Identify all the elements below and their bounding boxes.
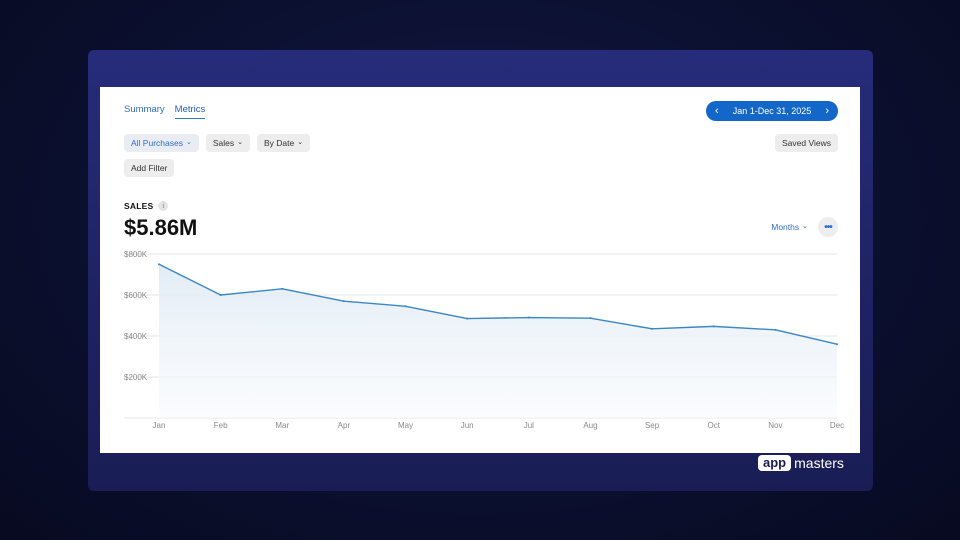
tab-bar: Summary Metrics (124, 104, 206, 119)
sales-label: Sales (212, 138, 235, 148)
metric-name: SALES (124, 201, 154, 211)
x-tick-label: May (398, 421, 413, 430)
tab-summary[interactable]: Summary (124, 104, 165, 115)
chevron-down-icon: ⌄ (297, 139, 304, 146)
brand-app: app (758, 455, 792, 471)
saved-views-label: Saved Views (782, 138, 831, 148)
data-point[interactable] (219, 294, 222, 296)
saved-views-button[interactable]: Saved Views (775, 134, 838, 152)
data-point[interactable] (466, 317, 469, 320)
y-tick-label: $400K (124, 332, 148, 341)
data-point[interactable] (342, 300, 345, 303)
data-point[interactable] (712, 325, 715, 328)
all-purchases-dropdown[interactable]: All Purchases ⌄ (124, 134, 199, 152)
y-tick-label: $600K (124, 291, 148, 300)
data-point[interactable] (589, 317, 592, 320)
chevron-left-icon[interactable]: ‹ (715, 104, 719, 117)
y-tick-label: $200K (124, 373, 148, 382)
filter-bar: All Purchases ⌄ Sales ⌄ By Date ⌄ (124, 134, 311, 152)
chevron-down-icon: ⌄ (185, 139, 192, 146)
metric-label: SALES i (124, 201, 169, 211)
x-tick-label: Aug (583, 421, 597, 430)
add-filter-button[interactable]: Add Filter (124, 159, 175, 177)
y-tick-label: $800K (124, 250, 148, 259)
by-date-dropdown[interactable]: By Date ⌄ (256, 134, 311, 152)
add-filter-label: Add Filter (131, 163, 168, 173)
info-icon[interactable]: i (158, 201, 169, 211)
all-purchases-label: All Purchases (131, 138, 183, 148)
sales-dropdown[interactable]: Sales ⌄ (205, 134, 250, 152)
chevron-right-icon[interactable]: › (825, 104, 829, 117)
more-options-button[interactable]: ••• (818, 217, 838, 237)
brand-masters: masters (794, 455, 844, 471)
date-range-label: Jan 1-Dec 31, 2025 (732, 106, 812, 116)
interval-label: Months (771, 222, 800, 232)
chevron-down-icon: ⌄ (802, 223, 808, 230)
x-tick-label: Oct (708, 421, 721, 430)
tab-metrics[interactable]: Metrics (174, 104, 206, 119)
data-point[interactable] (527, 316, 530, 319)
data-point[interactable] (158, 263, 160, 266)
sales-line (158, 263, 838, 345)
by-date-label: By Date (263, 138, 295, 148)
x-tick-label: Sep (645, 421, 660, 430)
data-point[interactable] (651, 327, 654, 330)
sales-chart: $800K $600K $400K $200K Jan Feb Mar Apr May Jun Ju… (124, 250, 844, 430)
analytics-card: Summary Metrics ‹ Jan 1-Dec 31, 2025 › A… (100, 87, 860, 453)
interval-dropdown[interactable]: Months ⌄ (771, 222, 808, 232)
x-tick-label: Mar (275, 421, 289, 430)
x-tick-label: Feb (214, 421, 228, 430)
x-tick-label: Jan (153, 421, 166, 430)
x-tick-label: Jun (461, 421, 474, 430)
x-tick-label: Dec (830, 421, 844, 430)
brand-logo: app masters (758, 455, 844, 471)
chevron-down-icon: ⌄ (237, 139, 243, 146)
data-point[interactable] (281, 287, 284, 290)
data-point[interactable] (404, 305, 407, 308)
metric-value: $5.86M (124, 215, 198, 240)
x-tick-label: Jul (524, 421, 534, 430)
date-range-picker[interactable]: ‹ Jan 1-Dec 31, 2025 › (706, 101, 838, 121)
data-point[interactable] (774, 328, 777, 331)
x-tick-label: Apr (338, 421, 351, 430)
x-tick-label: Nov (768, 421, 782, 430)
data-point[interactable] (836, 343, 838, 346)
sales-area (159, 264, 837, 418)
